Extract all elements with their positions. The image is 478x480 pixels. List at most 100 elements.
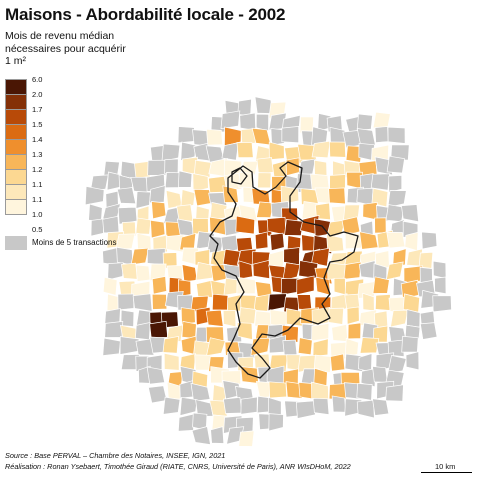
scale-bar xyxy=(421,472,472,473)
commune-cell xyxy=(211,293,229,311)
commune-cell xyxy=(209,399,228,417)
commune-cell xyxy=(269,232,285,252)
commune-cell xyxy=(356,128,376,146)
commune-cell xyxy=(360,368,377,388)
commune-cell xyxy=(250,337,271,356)
legend-nodata-label: Moins de 5 transactions xyxy=(32,238,117,247)
legend-swatch xyxy=(5,79,27,95)
commune-cell xyxy=(296,275,315,296)
commune-cell xyxy=(374,126,389,143)
commune-cell xyxy=(166,324,184,343)
commune-cell xyxy=(236,142,254,158)
commune-cell xyxy=(180,189,196,208)
commune-cell xyxy=(356,113,373,131)
commune-cell xyxy=(89,174,109,193)
commune-cell xyxy=(221,142,239,161)
commune-cell xyxy=(149,320,169,339)
legend-break-label: 1.7 xyxy=(32,105,43,114)
commune-cell xyxy=(130,247,150,266)
commune-cell xyxy=(176,218,195,237)
commune-cell xyxy=(162,396,181,415)
commune-cell xyxy=(406,309,421,328)
commune-cell xyxy=(312,397,330,415)
commune-cell xyxy=(346,306,360,325)
commune-cell xyxy=(192,218,209,235)
commune-cell xyxy=(387,339,405,357)
commune-cell xyxy=(345,145,363,163)
commune-cell xyxy=(270,128,285,146)
city-boundary xyxy=(209,161,359,379)
map-title: Maisons - Abordabilité locale - 2002 xyxy=(5,5,286,24)
commune-cell xyxy=(329,174,346,192)
commune-cell xyxy=(315,276,331,296)
commune-cell xyxy=(256,201,275,218)
commune-cell xyxy=(311,247,330,267)
scale-label: 10 km xyxy=(435,462,456,471)
commune-cell xyxy=(102,276,118,296)
legend-swatch xyxy=(5,199,27,215)
commune-cell xyxy=(434,276,447,295)
commune-cell xyxy=(236,276,256,295)
commune-cell xyxy=(284,219,304,236)
legend-swatch xyxy=(5,184,27,200)
legend-break-label: 2.0 xyxy=(32,90,43,99)
commune-cell xyxy=(177,170,193,188)
commune-cell xyxy=(282,339,298,356)
commune-cell xyxy=(227,294,243,312)
commune-cell xyxy=(181,264,198,283)
legend-swatch xyxy=(5,109,27,125)
commune-cell xyxy=(402,293,420,313)
commune-cell xyxy=(117,293,135,311)
commune-cell xyxy=(210,426,225,444)
commune-cell xyxy=(192,173,209,193)
commune-cell xyxy=(372,365,388,383)
commune-cell xyxy=(344,337,359,358)
legend-swatch xyxy=(5,94,27,110)
legend-break-label: 1.1 xyxy=(32,180,43,189)
commune-cell xyxy=(362,201,378,221)
commune-cell xyxy=(191,426,211,445)
commune-cell xyxy=(180,307,196,326)
commune-cell xyxy=(404,231,419,252)
credits-note: Réalisation : Ronan Ysebaert, Timothée G… xyxy=(5,462,351,471)
legend: 6.0 2.0 1.7 1.5 1.4 1.3 1.2 1.1 1.1 1.0 0.5 Moins … xyxy=(5,75,155,260)
commune-cell xyxy=(327,262,347,280)
commune-cell xyxy=(330,353,346,372)
commune-cell xyxy=(313,354,332,373)
commune-cell xyxy=(385,384,404,402)
commune-cell xyxy=(235,215,256,235)
commune-cell xyxy=(90,218,105,237)
commune-cell xyxy=(190,382,211,402)
commune-cell xyxy=(151,293,168,310)
legend-title-line: nécessaires pour acquérir xyxy=(5,42,126,55)
commune-cell xyxy=(421,231,438,250)
commune-cell xyxy=(257,172,272,189)
legend-swatch xyxy=(5,124,27,140)
legend-title-line: 1 m² xyxy=(5,55,26,67)
commune-cell xyxy=(311,381,329,401)
commune-cell xyxy=(206,128,224,146)
commune-cell xyxy=(328,141,346,158)
commune-cell xyxy=(419,322,438,340)
commune-cell xyxy=(372,325,389,343)
commune-cell xyxy=(224,126,242,147)
commune-cell xyxy=(281,126,300,144)
commune-cell xyxy=(388,174,403,193)
commune-cell xyxy=(372,276,390,294)
commune-cell xyxy=(387,354,407,374)
commune-cell xyxy=(196,280,213,298)
legend-title: Mois de revenu médian nécessaires pour a… xyxy=(5,30,126,68)
commune-cell xyxy=(238,430,255,447)
commune-cell xyxy=(147,159,167,176)
commune-cell xyxy=(387,126,406,144)
source-note: Source : Base PERVAL – Chambre des Notai… xyxy=(5,451,226,460)
commune-cell xyxy=(135,217,152,235)
commune-cell xyxy=(326,234,345,253)
commune-cell xyxy=(253,294,270,312)
legend-break-label: 0.5 xyxy=(32,225,43,234)
commune-cell xyxy=(121,262,139,280)
commune-cell xyxy=(238,307,257,325)
commune-cell xyxy=(347,322,362,340)
legend-break-label: 1.5 xyxy=(32,120,43,129)
commune-cell xyxy=(356,187,374,206)
